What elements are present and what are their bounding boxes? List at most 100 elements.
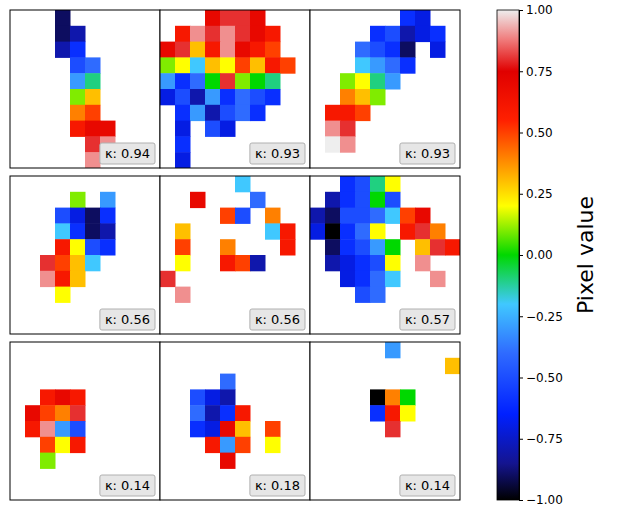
cell <box>325 239 341 255</box>
tick-label: −0.75 <box>526 432 563 446</box>
kappa-text: κ: 0.18 <box>255 478 300 493</box>
cell <box>85 121 101 137</box>
cells <box>40 192 116 303</box>
cell <box>85 73 101 89</box>
cell <box>340 105 356 121</box>
cell <box>250 255 266 271</box>
panel-frame <box>160 176 310 334</box>
cell <box>430 239 446 255</box>
cell <box>385 389 401 405</box>
cell <box>250 10 266 26</box>
kappa-label: κ: 0.93 <box>250 143 305 164</box>
cell <box>235 421 251 437</box>
cell <box>235 57 251 73</box>
tick-label: 0.25 <box>526 187 553 201</box>
cell <box>175 152 191 168</box>
cell <box>340 255 356 271</box>
cell <box>40 453 56 469</box>
cell <box>220 73 236 89</box>
cell <box>190 421 206 437</box>
kappa-label: κ: 0.93 <box>400 143 455 164</box>
cell <box>235 42 251 58</box>
cell <box>370 208 386 224</box>
cell <box>235 10 251 26</box>
cell <box>190 73 206 89</box>
cell <box>370 255 386 271</box>
cells <box>160 176 296 303</box>
cell <box>220 26 236 42</box>
cell <box>265 89 281 105</box>
cell <box>280 239 296 255</box>
cell <box>55 223 71 239</box>
cell <box>355 239 371 255</box>
kappa-text: κ: 0.14 <box>105 478 150 493</box>
kappa-label: κ: 0.56 <box>100 309 155 330</box>
cell <box>175 287 191 303</box>
cell <box>370 271 386 287</box>
cell <box>205 10 221 26</box>
panel: κ: 0.56 <box>10 176 160 334</box>
cell <box>325 105 341 121</box>
cell <box>370 389 386 405</box>
cell <box>340 121 356 137</box>
cell <box>70 105 86 121</box>
cell <box>55 239 71 255</box>
cell <box>340 136 356 152</box>
colorbar-axis: 1.000.750.500.250.00−0.25−0.50−0.75−1.00 <box>519 3 563 507</box>
cell <box>265 42 281 58</box>
cell <box>385 26 401 42</box>
cell <box>190 105 206 121</box>
tick: −0.75 <box>519 432 563 446</box>
cell <box>400 26 416 42</box>
label-box <box>250 475 305 496</box>
cell <box>235 208 251 224</box>
cell <box>385 405 401 421</box>
cell <box>370 42 386 58</box>
cell <box>310 223 326 239</box>
cell <box>160 57 176 73</box>
panel-background <box>310 342 460 500</box>
cell <box>325 136 341 152</box>
cell <box>175 105 191 121</box>
cell <box>355 192 371 208</box>
tick-mark <box>519 255 523 256</box>
cell <box>190 57 206 73</box>
cell <box>70 208 86 224</box>
cell <box>220 255 236 271</box>
panel-background <box>10 176 160 334</box>
tick: 0.75 <box>519 65 553 79</box>
cell <box>265 57 281 73</box>
cell <box>370 73 386 89</box>
cell <box>340 73 356 89</box>
panel-background <box>160 342 310 500</box>
cell <box>355 223 371 239</box>
cell <box>55 389 71 405</box>
cell <box>370 192 386 208</box>
kappa-label: κ: 0.94 <box>100 143 155 164</box>
cell <box>85 223 101 239</box>
cell <box>340 239 356 255</box>
panel: κ: 0.94 <box>10 10 160 169</box>
cell <box>415 26 431 42</box>
cell <box>85 239 101 255</box>
panels: κ: 0.94κ: 0.93κ: 0.93κ: 0.56κ: 0.56κ: 0.… <box>10 10 461 500</box>
cell <box>415 223 431 239</box>
cell <box>400 42 416 58</box>
cell <box>235 176 251 192</box>
cell <box>445 239 460 255</box>
cell <box>40 437 56 453</box>
cell <box>385 192 401 208</box>
panel-frame <box>160 10 310 168</box>
cell <box>205 42 221 58</box>
tick-mark <box>519 316 523 317</box>
cell <box>400 223 416 239</box>
cell <box>370 223 386 239</box>
cell <box>55 255 71 271</box>
cell <box>85 255 101 271</box>
cell <box>205 405 221 421</box>
cell <box>235 89 251 105</box>
cell <box>40 271 56 287</box>
cell <box>355 73 371 89</box>
cell <box>205 389 221 405</box>
cell <box>385 255 401 271</box>
